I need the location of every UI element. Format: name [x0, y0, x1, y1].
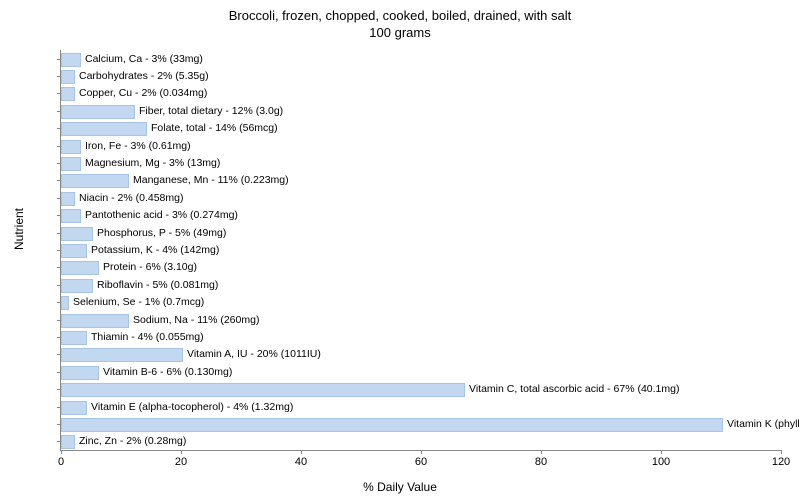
bar-row: Vitamin K (phylloquinone) - 110% (88.1mc…: [61, 417, 781, 431]
bar-label: Fiber, total dietary - 12% (3.0g): [135, 104, 283, 118]
title-line-1: Broccoli, frozen, chopped, cooked, boile…: [229, 8, 572, 23]
bar-row: Calcium, Ca - 3% (33mg): [61, 52, 781, 66]
bar-row: Magnesium, Mg - 3% (13mg): [61, 156, 781, 170]
bar-label: Potassium, K - 4% (142mg): [87, 243, 219, 257]
nutrient-bar: [61, 122, 147, 136]
bar-row: Riboflavin - 5% (0.081mg): [61, 278, 781, 292]
bar-row: Manganese, Mn - 11% (0.223mg): [61, 173, 781, 187]
x-tick-mark: [421, 450, 422, 454]
x-tick-mark: [541, 450, 542, 454]
bar-label: Sodium, Na - 11% (260mg): [129, 313, 259, 327]
bar-row: Protein - 6% (3.10g): [61, 260, 781, 274]
x-tick-label: 100: [652, 456, 670, 468]
bar-label: Vitamin K (phylloquinone) - 110% (88.1mc…: [723, 417, 800, 431]
x-tick-mark: [61, 450, 62, 454]
nutrient-bar: [61, 279, 93, 293]
bar-row: Potassium, K - 4% (142mg): [61, 243, 781, 257]
bar-row: Thiamin - 4% (0.055mg): [61, 330, 781, 344]
nutrient-bar: [61, 348, 183, 362]
bar-label: Niacin - 2% (0.458mg): [75, 191, 183, 205]
y-axis-label: Nutrient: [12, 208, 26, 250]
bar-row: Phosphorus, P - 5% (49mg): [61, 226, 781, 240]
nutrient-bar: [61, 70, 75, 84]
bar-row: Pantothenic acid - 3% (0.274mg): [61, 208, 781, 222]
nutrient-bar: [61, 209, 81, 223]
bar-label: Folate, total - 14% (56mcg): [147, 121, 278, 135]
bar-row: Niacin - 2% (0.458mg): [61, 191, 781, 205]
nutrient-bar: [61, 174, 129, 188]
plot-area: 020406080100120Calcium, Ca - 3% (33mg)Ca…: [60, 50, 781, 451]
bar-label: Pantothenic acid - 3% (0.274mg): [81, 208, 238, 222]
bar-label: Phosphorus, P - 5% (49mg): [93, 226, 226, 240]
x-tick-mark: [301, 450, 302, 454]
bar-label: Thiamin - 4% (0.055mg): [87, 330, 204, 344]
bar-row: Vitamin C, total ascorbic acid - 67% (40…: [61, 382, 781, 396]
bar-row: Vitamin B-6 - 6% (0.130mg): [61, 365, 781, 379]
bar-row: Copper, Cu - 2% (0.034mg): [61, 86, 781, 100]
nutrient-bar: [61, 192, 75, 206]
nutrient-bar: [61, 314, 129, 328]
bar-label: Calcium, Ca - 3% (33mg): [81, 52, 203, 66]
bar-label: Magnesium, Mg - 3% (13mg): [81, 156, 220, 170]
bar-row: Folate, total - 14% (56mcg): [61, 121, 781, 135]
bar-row: Iron, Fe - 3% (0.61mg): [61, 139, 781, 153]
nutrient-bar: [61, 244, 87, 258]
bar-label: Manganese, Mn - 11% (0.223mg): [129, 173, 289, 187]
x-tick-label: 0: [58, 456, 64, 468]
nutrient-bar: [61, 87, 75, 101]
nutrient-chart: Broccoli, frozen, chopped, cooked, boile…: [0, 0, 800, 500]
nutrient-bar: [61, 53, 81, 67]
chart-title: Broccoli, frozen, chopped, cooked, boile…: [0, 0, 800, 42]
title-line-2: 100 grams: [369, 25, 430, 40]
x-tick-label: 80: [535, 456, 547, 468]
x-tick-mark: [661, 450, 662, 454]
x-tick-label: 20: [175, 456, 187, 468]
bar-label: Carbohydrates - 2% (5.35g): [75, 69, 209, 83]
bar-row: Fiber, total dietary - 12% (3.0g): [61, 104, 781, 118]
bar-row: Selenium, Se - 1% (0.7mcg): [61, 295, 781, 309]
bar-row: Carbohydrates - 2% (5.35g): [61, 69, 781, 83]
nutrient-bar: [61, 261, 99, 275]
nutrient-bar: [61, 418, 723, 432]
nutrient-bar: [61, 296, 69, 310]
bar-row: Sodium, Na - 11% (260mg): [61, 313, 781, 327]
bar-label: Copper, Cu - 2% (0.034mg): [75, 86, 207, 100]
x-tick-label: 120: [772, 456, 790, 468]
bar-label: Vitamin A, IU - 20% (1011IU): [183, 347, 321, 361]
nutrient-bar: [61, 401, 87, 415]
bar-label: Selenium, Se - 1% (0.7mcg): [69, 295, 204, 309]
bar-row: Vitamin E (alpha-tocopherol) - 4% (1.32m…: [61, 400, 781, 414]
bar-label: Vitamin C, total ascorbic acid - 67% (40…: [465, 382, 679, 396]
bar-label: Zinc, Zn - 2% (0.28mg): [75, 434, 186, 448]
bar-label: Vitamin E (alpha-tocopherol) - 4% (1.32m…: [87, 400, 293, 414]
nutrient-bar: [61, 227, 93, 241]
nutrient-bar: [61, 105, 135, 119]
nutrient-bar: [61, 157, 81, 171]
x-tick-label: 60: [415, 456, 427, 468]
nutrient-bar: [61, 366, 99, 380]
x-tick-mark: [781, 450, 782, 454]
x-tick-mark: [181, 450, 182, 454]
nutrient-bar: [61, 383, 465, 397]
nutrient-bar: [61, 140, 81, 154]
x-axis-label: % Daily Value: [0, 480, 800, 494]
bar-label: Vitamin B-6 - 6% (0.130mg): [99, 365, 232, 379]
nutrient-bar: [61, 435, 75, 449]
bar-label: Riboflavin - 5% (0.081mg): [93, 278, 218, 292]
bar-row: Vitamin A, IU - 20% (1011IU): [61, 347, 781, 361]
bar-row: Zinc, Zn - 2% (0.28mg): [61, 434, 781, 448]
bar-label: Protein - 6% (3.10g): [99, 260, 197, 274]
x-tick-label: 40: [295, 456, 307, 468]
nutrient-bar: [61, 331, 87, 345]
bar-label: Iron, Fe - 3% (0.61mg): [81, 139, 191, 153]
